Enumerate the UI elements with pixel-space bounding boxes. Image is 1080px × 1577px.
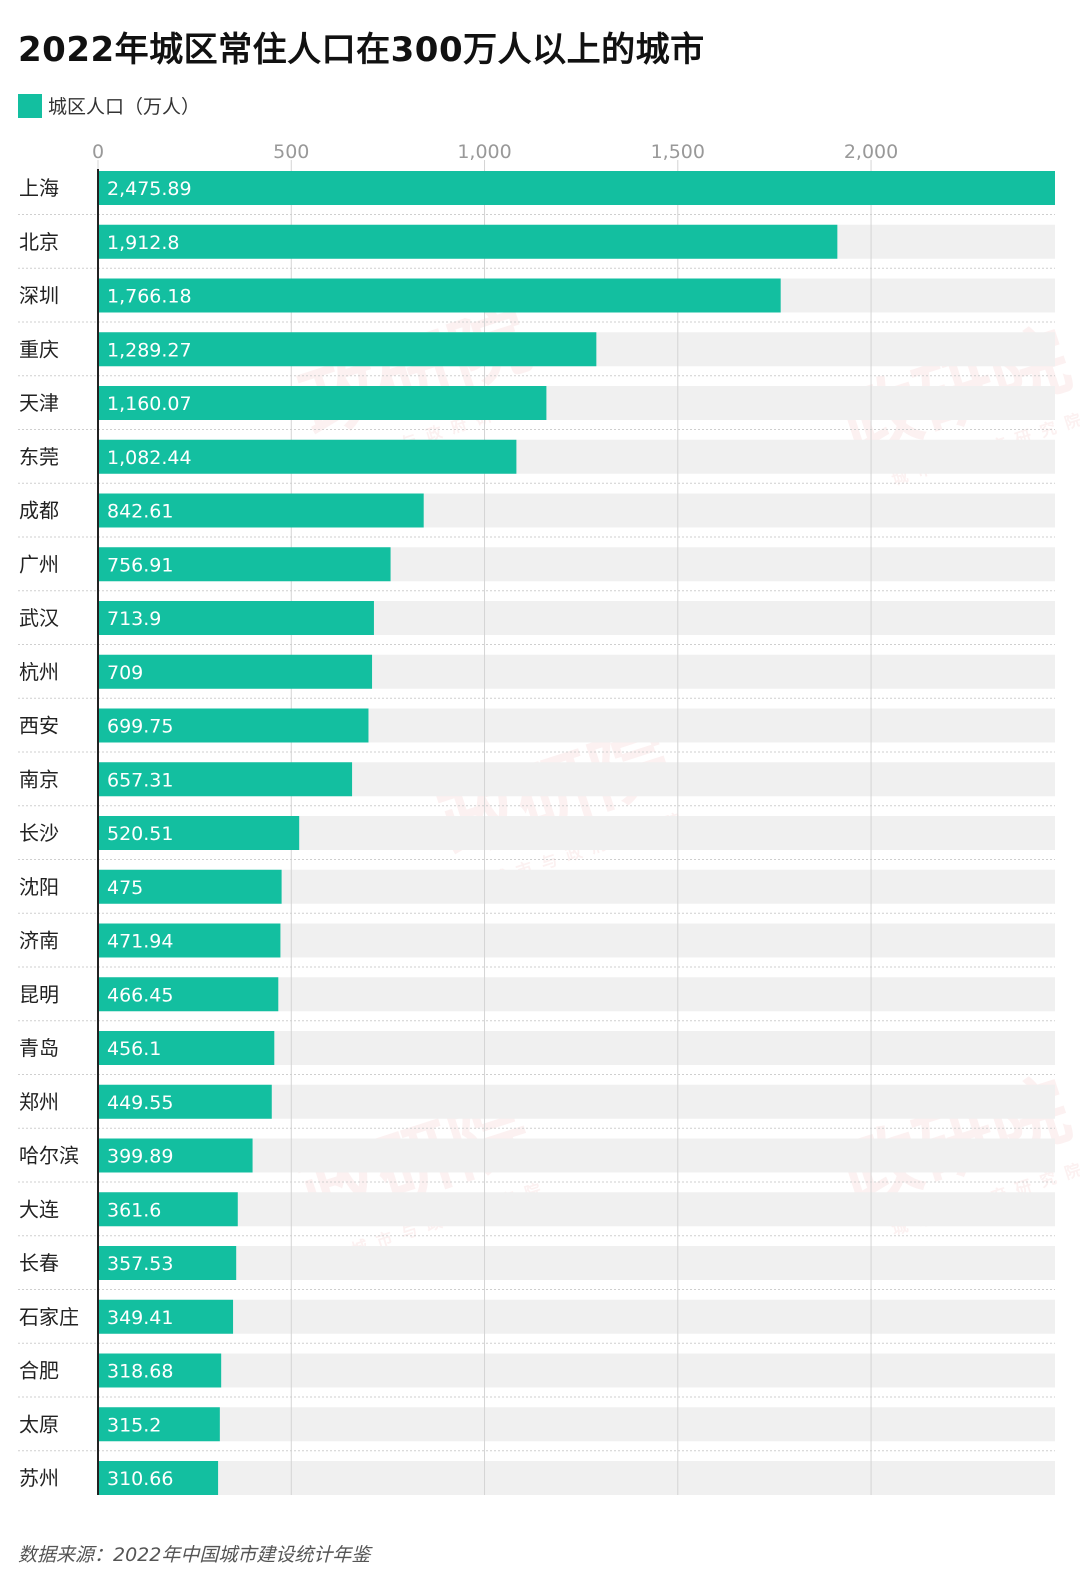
category-label: 北京	[19, 230, 59, 254]
bar	[98, 547, 391, 582]
data-label: 699.75	[107, 716, 173, 738]
category-label: 深圳	[19, 284, 59, 308]
bar-track	[98, 1407, 1055, 1442]
category-label: 武汉	[19, 606, 59, 630]
bar	[98, 332, 597, 367]
category-label: 石家庄	[19, 1305, 79, 1329]
category-label: 济南	[19, 929, 59, 953]
data-label: 310.66	[107, 1468, 173, 1490]
legend: 城区人口（万人）	[18, 92, 200, 119]
category-label: 天津	[19, 391, 59, 415]
category-label: 郑州	[19, 1090, 59, 1114]
data-label: 449.55	[107, 1092, 173, 1114]
data-label: 349.41	[107, 1307, 173, 1329]
legend-swatch	[18, 93, 42, 118]
category-label: 杭州	[19, 660, 59, 684]
data-label: 399.89	[107, 1146, 173, 1168]
legend-label: 城区人口（万人）	[48, 96, 201, 118]
data-label: 1,082.44	[107, 447, 192, 469]
bar	[98, 654, 373, 689]
bar	[98, 708, 369, 743]
data-label: 361.6	[107, 1199, 161, 1221]
bar	[98, 493, 424, 528]
category-label: 上海	[19, 176, 59, 200]
data-label: 2,475.89	[107, 178, 192, 200]
bar	[98, 1246, 237, 1280]
bar	[98, 977, 279, 1012]
source-note: 数据来源：2022年中国城市建设统计年鉴	[18, 1544, 371, 1566]
x-tick-label: 1,500	[651, 141, 705, 163]
data-label: 756.91	[107, 554, 173, 576]
bar	[98, 1461, 219, 1495]
category-label: 重庆	[19, 337, 59, 361]
bar	[98, 1084, 272, 1119]
data-label: 842.61	[107, 501, 173, 523]
bar-track	[98, 1461, 1055, 1495]
data-label: 471.94	[107, 931, 173, 953]
bar-track	[98, 1299, 1055, 1334]
data-label: 315.2	[107, 1414, 161, 1436]
category-label: 成都	[19, 499, 59, 523]
category-label: 合肥	[19, 1359, 59, 1383]
category-label: 哈尔滨	[19, 1144, 79, 1168]
category-label: 长沙	[19, 821, 59, 845]
category-label: 沈阳	[19, 875, 59, 899]
bar-track	[98, 1246, 1055, 1280]
bar	[98, 923, 281, 958]
data-label: 657.31	[107, 769, 173, 791]
bar	[98, 1031, 275, 1065]
bar-track	[98, 1138, 1055, 1173]
bar	[98, 439, 517, 474]
category-label: 长春	[19, 1251, 59, 1275]
category-label: 广州	[19, 552, 59, 576]
category-label: 大连	[19, 1197, 59, 1221]
x-tick-label: 2,000	[844, 141, 898, 163]
bar	[98, 1299, 234, 1334]
bar	[98, 1138, 253, 1173]
bar-track	[98, 1353, 1055, 1388]
bar	[98, 816, 300, 850]
data-label: 1,160.07	[107, 393, 192, 415]
category-label: 昆明	[19, 982, 59, 1006]
data-label: 357.53	[107, 1253, 173, 1275]
category-label: 西安	[19, 714, 59, 738]
category-label: 苏州	[19, 1466, 59, 1490]
data-label: 456.1	[107, 1038, 161, 1060]
x-tick-label: 0	[92, 141, 104, 163]
x-tick-label: 500	[273, 141, 309, 163]
category-label: 东莞	[19, 445, 59, 469]
data-label: 318.68	[107, 1361, 173, 1383]
category-label: 太原	[19, 1412, 59, 1436]
bar	[98, 171, 1055, 205]
bar	[98, 1353, 222, 1388]
category-label: 青岛	[19, 1036, 59, 1060]
bar	[98, 1192, 238, 1227]
chart-title: 2022年城区常住人口在300万人以上的城市	[18, 30, 705, 70]
x-tick-label: 1,000	[457, 141, 511, 163]
category-label: 南京	[19, 767, 59, 791]
bar	[98, 869, 282, 904]
bar	[98, 278, 781, 313]
data-label: 1,289.27	[107, 339, 192, 361]
bar	[98, 1407, 220, 1442]
data-label: 466.45	[107, 984, 173, 1006]
bar	[98, 762, 353, 797]
bar	[98, 386, 547, 420]
data-label: 475	[107, 877, 143, 899]
data-label: 713.9	[107, 608, 161, 630]
bar	[98, 224, 838, 259]
data-label: 520.51	[107, 823, 173, 845]
data-label: 709	[107, 662, 143, 684]
data-label: 1,912.8	[107, 232, 180, 254]
bar	[98, 601, 374, 635]
data-label: 1,766.18	[107, 286, 192, 308]
bar-track	[98, 1192, 1055, 1227]
